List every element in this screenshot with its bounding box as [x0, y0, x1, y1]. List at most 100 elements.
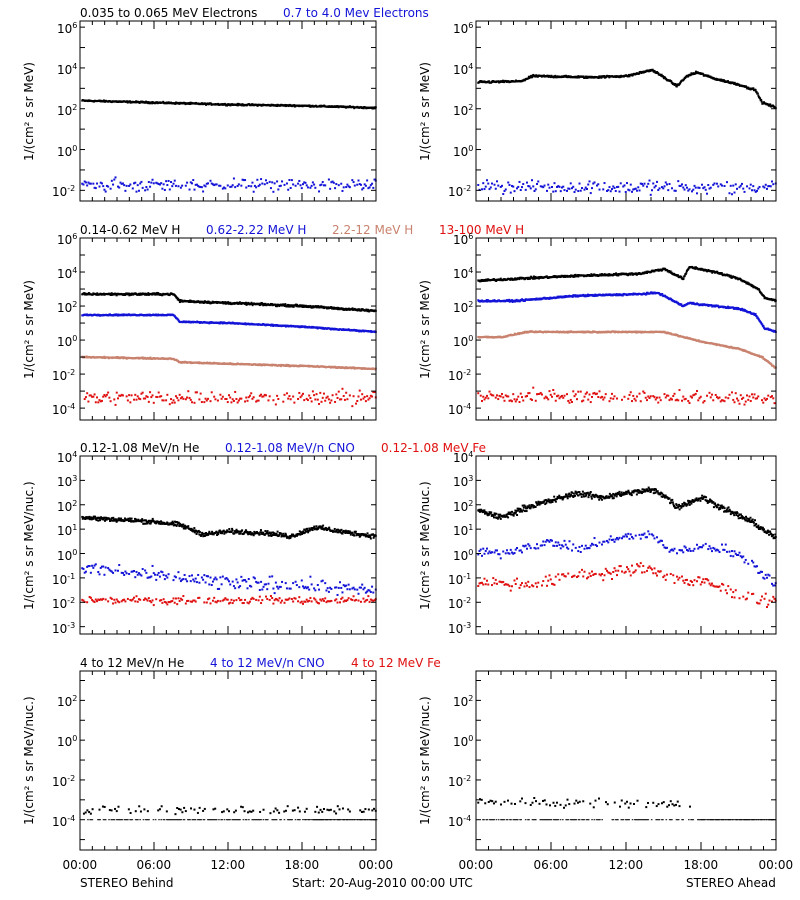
data-point — [348, 307, 351, 310]
panel-electrons-ahead — [475, 20, 777, 202]
data-point — [207, 300, 210, 303]
data-point — [514, 277, 517, 280]
data-point — [199, 186, 202, 189]
data-point — [319, 105, 322, 108]
data-point — [181, 396, 184, 399]
data-point — [716, 270, 719, 273]
data-point — [588, 180, 591, 183]
data-point — [177, 360, 180, 363]
data-point — [144, 189, 147, 192]
series-2-tan — [477, 330, 777, 369]
data-point — [757, 288, 760, 291]
data-point — [314, 305, 317, 308]
data-point — [207, 182, 210, 185]
data-point — [508, 298, 511, 301]
data-point — [614, 273, 617, 276]
data-point — [755, 91, 758, 94]
data-point — [727, 305, 729, 308]
data-point — [218, 184, 221, 187]
data-point — [760, 98, 763, 101]
data-point — [146, 293, 149, 296]
data-point — [123, 184, 126, 187]
data-point — [557, 185, 560, 188]
data-point — [485, 300, 488, 303]
data-point — [236, 102, 239, 105]
data-point — [563, 189, 566, 192]
data-point — [761, 323, 764, 326]
data-point — [342, 394, 345, 397]
data-point — [155, 181, 158, 184]
data-point — [246, 399, 249, 402]
data-point — [162, 183, 165, 186]
data-point — [203, 401, 206, 404]
data-point — [316, 398, 319, 401]
data-point — [297, 397, 300, 400]
data-point — [176, 296, 179, 299]
series-0-black — [81, 291, 377, 313]
data-point — [537, 276, 540, 279]
data-point — [177, 185, 180, 188]
data-point — [741, 182, 743, 185]
data-point — [631, 272, 634, 275]
data-point — [147, 181, 150, 184]
data-point — [694, 266, 697, 269]
data-point — [616, 274, 619, 277]
data-point — [179, 186, 182, 189]
data-point — [530, 74, 533, 77]
data-point — [691, 190, 693, 193]
data-point — [507, 299, 510, 302]
data-point — [358, 308, 361, 311]
data-point — [96, 396, 99, 399]
data-point — [209, 400, 212, 403]
data-point — [615, 293, 618, 296]
data-point — [620, 273, 623, 276]
data-point — [102, 185, 105, 188]
data-point — [204, 397, 207, 400]
data-point — [758, 185, 761, 188]
data-point — [179, 298, 182, 301]
data-point — [600, 76, 603, 79]
data-point — [534, 275, 537, 278]
data-point — [757, 318, 760, 321]
data-point — [694, 186, 697, 189]
data-point — [335, 393, 338, 396]
data-point — [480, 280, 483, 283]
data-point — [204, 103, 207, 106]
data-point — [360, 309, 363, 312]
data-point — [308, 394, 311, 397]
data-point — [178, 393, 181, 396]
data-point — [306, 186, 309, 189]
data-point — [662, 187, 665, 190]
data-point — [649, 193, 652, 196]
data-point — [527, 185, 530, 188]
data-point — [271, 181, 274, 184]
data-point — [298, 391, 301, 394]
data-point — [124, 189, 127, 192]
data-point — [171, 401, 174, 404]
data-point — [702, 187, 705, 190]
data-point — [255, 400, 258, 403]
data-point — [322, 184, 325, 187]
data-point — [551, 186, 553, 189]
data-point — [102, 395, 105, 398]
data-point — [612, 185, 615, 188]
data-point — [308, 104, 311, 107]
data-point — [541, 185, 543, 188]
data-point — [719, 79, 722, 82]
data-point — [713, 182, 716, 185]
data-point — [717, 185, 720, 188]
data-point — [739, 184, 742, 187]
data-point — [291, 305, 294, 308]
data-point — [527, 75, 530, 78]
data-point — [726, 181, 728, 184]
data-point — [366, 310, 369, 313]
data-point — [767, 185, 770, 188]
data-point — [687, 267, 690, 270]
data-point — [652, 69, 655, 72]
data-point — [184, 398, 187, 401]
data-point — [296, 303, 299, 306]
data-point — [763, 186, 766, 189]
data-point — [573, 275, 576, 278]
data-point — [662, 77, 665, 80]
data-point — [511, 184, 513, 187]
